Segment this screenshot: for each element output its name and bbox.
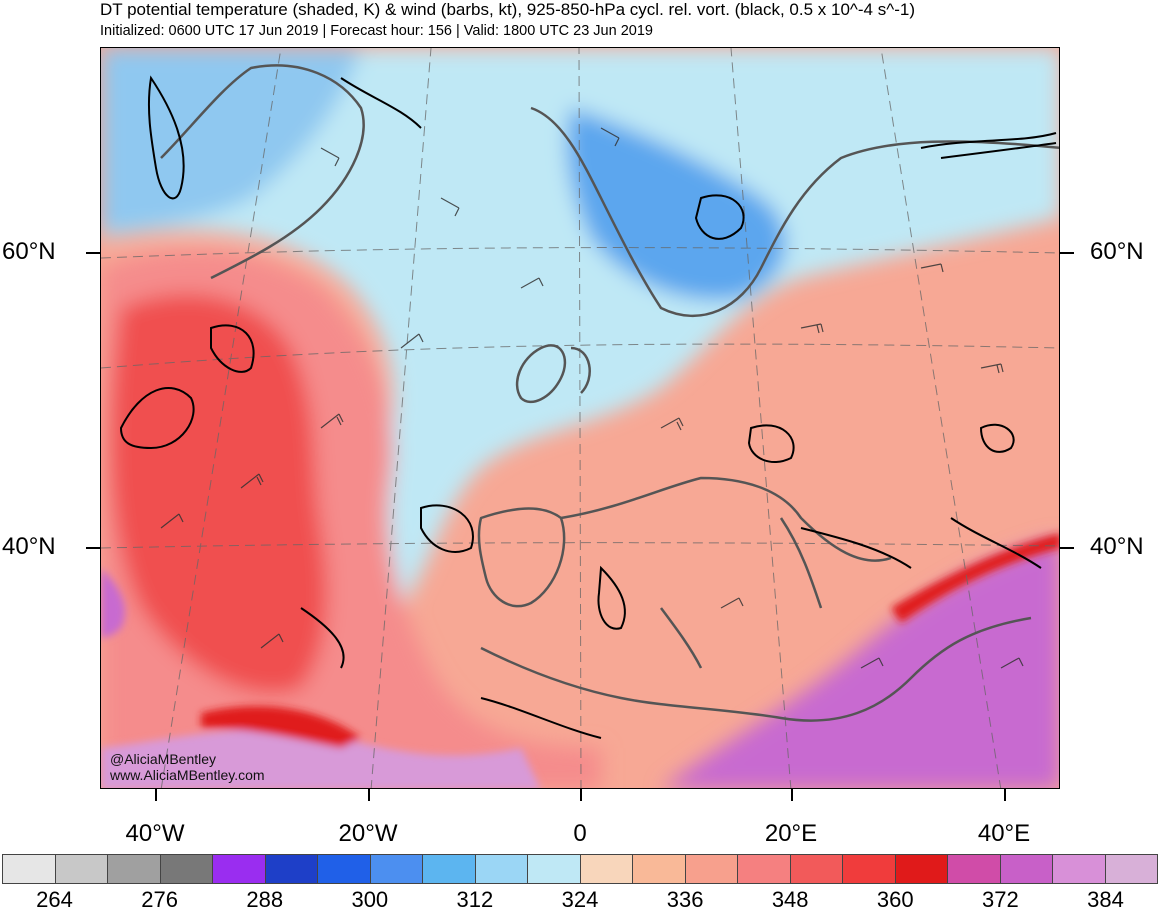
- colorbar-label: 372: [982, 887, 1019, 913]
- chart-title: DT potential temperature (shaded, K) & w…: [100, 0, 915, 20]
- colorbar-label: 384: [1087, 887, 1124, 913]
- lon-label-20w: 20°W: [339, 820, 398, 848]
- colorbar-cell: [56, 855, 109, 883]
- colorbar-label: 348: [772, 887, 809, 913]
- lon-tick: [368, 789, 370, 801]
- colorbar-cell: [738, 855, 791, 883]
- lon-tick: [791, 789, 793, 801]
- colorbar: [2, 854, 1158, 884]
- lat-label-40n-left: 40°N: [2, 533, 56, 561]
- lon-label-40w: 40°W: [126, 820, 185, 848]
- colorbar-cell: [3, 855, 56, 883]
- colorbar-cell: [843, 855, 896, 883]
- colorbar-cell: [423, 855, 476, 883]
- colorbar-cell: [686, 855, 739, 883]
- colorbar-cell: [581, 855, 634, 883]
- colorbar-cell: [791, 855, 844, 883]
- map-canvas: [101, 48, 1060, 789]
- lon-tick: [580, 789, 582, 801]
- lat-label-60n-right: 60°N: [1090, 238, 1144, 266]
- colorbar-label: 360: [877, 887, 914, 913]
- colorbar-label: 276: [141, 887, 178, 913]
- colorbar-cell: [948, 855, 1001, 883]
- colorbar-label: 324: [562, 887, 599, 913]
- colorbar-cell: [896, 855, 949, 883]
- colorbar-cell: [371, 855, 424, 883]
- colorbar-label: 288: [246, 887, 283, 913]
- lon-tick: [155, 789, 157, 801]
- lat-tick: [86, 252, 100, 254]
- colorbar-label: 336: [667, 887, 704, 913]
- colorbar-cell: [318, 855, 371, 883]
- colorbar-cell: [633, 855, 686, 883]
- lon-label-0: 0: [573, 820, 586, 848]
- colorbar-cell: [266, 855, 319, 883]
- colorbar-cell: [476, 855, 529, 883]
- lat-label-60n-left: 60°N: [2, 238, 56, 266]
- chart-subtitle: Initialized: 0600 UTC 17 Jun 2019 | Fore…: [100, 23, 653, 39]
- lat-tick: [86, 547, 100, 549]
- colorbar-cell: [161, 855, 214, 883]
- credit-handle: @AliciaMBentley: [110, 751, 216, 767]
- colorbar-cell: [528, 855, 581, 883]
- lat-label-40n-right: 40°N: [1090, 533, 1144, 561]
- colorbar-cell: [213, 855, 266, 883]
- lon-label-20e: 20°E: [765, 820, 817, 848]
- colorbar-cell: [1053, 855, 1106, 883]
- colorbar-cell: [108, 855, 161, 883]
- map-panel[interactable]: [100, 47, 1060, 789]
- colorbar-label: 264: [36, 887, 73, 913]
- lon-tick: [1004, 789, 1006, 801]
- colorbar-cell: [1106, 855, 1158, 883]
- colorbar-label: 300: [351, 887, 388, 913]
- lon-label-40e: 40°E: [978, 820, 1030, 848]
- colorbar-label: 312: [457, 887, 494, 913]
- credit-website[interactable]: www.AliciaMBentley.com: [110, 767, 265, 783]
- lat-tick: [1060, 252, 1074, 254]
- lat-tick: [1060, 547, 1074, 549]
- colorbar-cell: [1001, 855, 1054, 883]
